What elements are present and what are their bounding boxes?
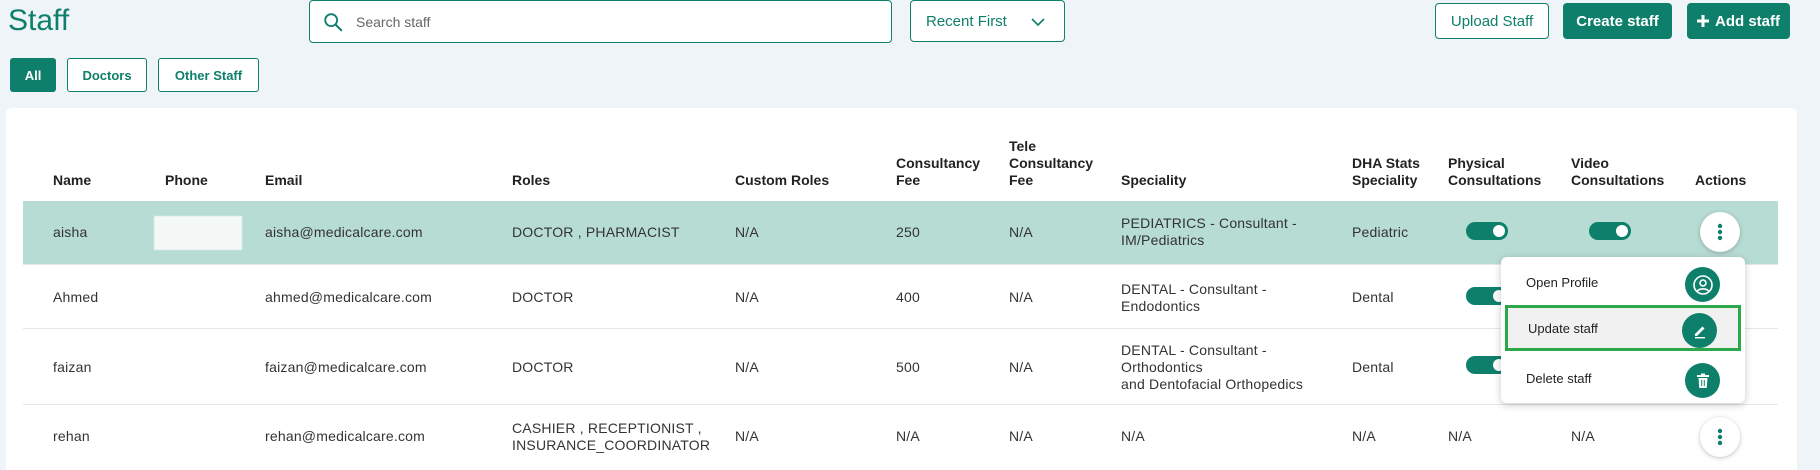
add-staff-button[interactable]: Add staff [1687, 3, 1790, 39]
cell-roles: DOCTOR , PHARMACIST [512, 224, 680, 240]
update-staff-label: Update staff [1528, 320, 1598, 336]
create-staff-button[interactable]: Create staff [1563, 3, 1672, 39]
phone-redacted [160, 420, 248, 454]
header-physical: Physical Consultations [1448, 155, 1542, 188]
row-actions-button[interactable] [1700, 212, 1740, 252]
header-roles: Roles [512, 172, 551, 188]
add-staff-label: Add staff [1715, 12, 1780, 30]
edit-icon [1682, 313, 1717, 348]
page-title: Staff [8, 4, 70, 37]
cell-dha: Dental [1352, 289, 1394, 305]
cell-physical: N/A [1448, 428, 1472, 444]
search-box[interactable] [309, 0, 892, 43]
cell-email: ahmed@medicalcare.com [265, 289, 433, 305]
user-circle-icon [1685, 267, 1720, 302]
cell-name: rehan [53, 428, 90, 444]
cell-fee: 400 [896, 289, 920, 305]
cell-tele-fee: N/A [1009, 224, 1033, 240]
header-email: Email [265, 172, 303, 188]
header-speciality: Speciality [1121, 172, 1187, 188]
more-vertical-icon [1717, 428, 1723, 446]
phone-redacted [160, 350, 248, 384]
cell-custom-roles: N/A [735, 224, 759, 240]
cell-tele-fee: N/A [1009, 289, 1033, 305]
upload-staff-button[interactable]: Upload Staff [1435, 3, 1549, 39]
trash-icon [1685, 363, 1720, 398]
cell-fee: N/A [896, 428, 920, 444]
cell-dha: Dental [1352, 359, 1394, 375]
table-row[interactable] [23, 329, 1778, 405]
cell-dha: N/A [1352, 428, 1376, 444]
chevron-down-icon [1031, 18, 1045, 27]
sort-dropdown[interactable]: Recent First [910, 0, 1065, 42]
cell-video: N/A [1571, 428, 1595, 444]
header-tele-fee: Tele Consultancy Fee [1009, 138, 1094, 188]
cell-fee: 500 [896, 359, 920, 375]
menu-delete-staff[interactable]: Delete staff [1501, 355, 1745, 401]
cell-tele-fee: N/A [1009, 428, 1033, 444]
header-consultancy-fee: Consultancy Fee [896, 155, 981, 188]
header-custom-roles: Custom Roles [735, 172, 830, 188]
menu-open-profile[interactable]: Open Profile [1501, 259, 1745, 305]
plus-icon [1697, 15, 1709, 27]
open-profile-label: Open Profile [1526, 274, 1599, 290]
cell-email: faizan@medicalcare.com [265, 359, 427, 375]
sort-label: Recent First [926, 12, 1007, 30]
cell-name: Ahmed [53, 289, 99, 305]
phone-redacted [154, 216, 242, 250]
filter-all[interactable]: All [10, 58, 56, 92]
cell-name: aisha [53, 224, 88, 240]
delete-staff-label: Delete staff [1526, 370, 1592, 386]
cell-speciality: DENTAL - Consultant - Orthodontics and Den… [1121, 342, 1304, 392]
menu-update-staff[interactable]: Update staff [1505, 305, 1741, 351]
cell-roles: CASHIER , RECEPTIONIST , INSURANCE_COORDI… [512, 420, 711, 453]
cell-speciality: DENTAL - Consultant - Endodontics [1121, 281, 1267, 314]
cell-custom-roles: N/A [735, 359, 759, 375]
cell-custom-roles: N/A [735, 428, 759, 444]
cell-tele-fee: N/A [1009, 359, 1033, 375]
cell-fee: 250 [896, 224, 920, 240]
cell-roles: DOCTOR [512, 359, 574, 375]
search-input[interactable] [356, 13, 891, 30]
cell-speciality: PEDIATRICS - Consultant - IM/Pediatrics [1121, 215, 1297, 248]
header-actions: Actions [1695, 172, 1747, 188]
row-actions-button[interactable] [1700, 417, 1740, 457]
cell-roles: DOCTOR [512, 289, 574, 305]
phone-redacted [160, 281, 248, 315]
cell-email: aisha@medicalcare.com [265, 224, 423, 240]
filter-other-staff[interactable]: Other Staff [158, 58, 259, 92]
cell-name: faizan [53, 359, 92, 375]
header-phone: Phone [165, 172, 208, 188]
cell-dha: Pediatric [1352, 224, 1409, 240]
cell-email: rehan@medicalcare.com [265, 428, 426, 444]
video-toggle[interactable] [1589, 222, 1631, 240]
header-dha-speciality: DHA Stats Speciality [1352, 155, 1420, 188]
header-video: Video Consultations [1571, 155, 1665, 188]
physical-toggle[interactable] [1466, 222, 1508, 240]
cell-custom-roles: N/A [735, 289, 759, 305]
cell-speciality: N/A [1121, 428, 1145, 444]
table-row[interactable] [23, 265, 1778, 329]
row-actions-menu: Open Profile Update staff Delete staff [1501, 257, 1745, 403]
search-icon [324, 12, 343, 31]
filter-doctors[interactable]: Doctors [67, 58, 147, 92]
more-vertical-icon [1717, 223, 1723, 241]
header-name: Name [53, 172, 92, 188]
